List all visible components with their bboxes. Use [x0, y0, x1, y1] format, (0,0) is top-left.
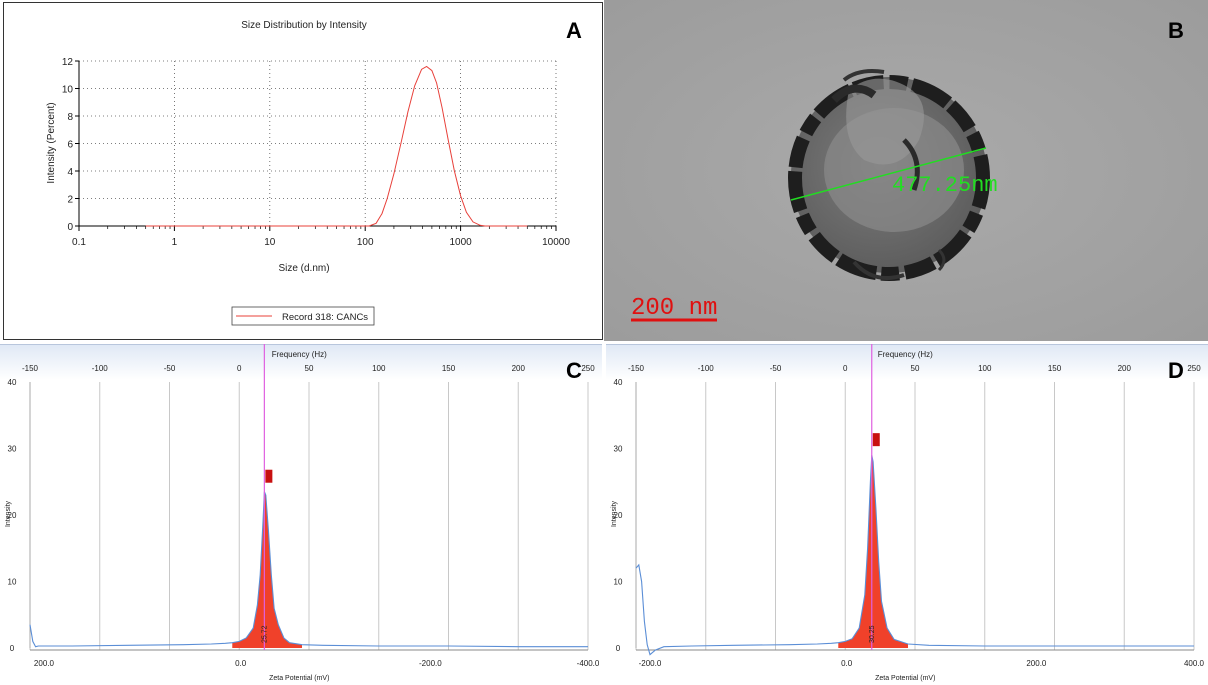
y-tick-label: 40	[8, 378, 17, 387]
y-tick-label: 30	[614, 445, 623, 454]
panel-a-size-distribution: Size Distribution by Intensity 0 2 4 6 8 10 12 0…	[3, 2, 603, 340]
top-tick-label: 150	[1048, 364, 1062, 373]
top-axis-label: Frequency (Hz)	[878, 350, 933, 359]
y-tick-label: 30	[8, 445, 17, 454]
y-tick-label: 6	[67, 140, 73, 151]
y-tick-label: 20	[614, 511, 623, 520]
bottom-tick-label: 0.0	[235, 659, 247, 668]
y-axis-label: Intensity	[5, 500, 12, 527]
top-axis-label: Frequency (Hz)	[272, 350, 327, 359]
top-tick-label: -100	[698, 364, 715, 373]
x-tick-label: 10000	[542, 237, 570, 248]
bottom-tick-label: 200.0	[34, 659, 55, 668]
bottom-tick-label: 400.0	[1184, 659, 1205, 668]
peak-fill	[232, 491, 303, 648]
bottom-tick-label: -400.0	[577, 659, 600, 668]
top-tick-label: 100	[372, 364, 386, 373]
top-tick-label: -50	[770, 364, 782, 373]
x-axis-label: Zeta Potential (mV)	[269, 675, 329, 682]
zeta-chart-c: Frequency (Hz)-150 -100 -50 0 50 100 150 200 250…	[0, 344, 602, 682]
top-tick-label: 100	[978, 364, 992, 373]
y-tick-label: 10	[614, 578, 623, 587]
scale-bar-label: 200 nm	[631, 295, 717, 322]
top-tick-label: -100	[92, 364, 109, 373]
measurement-label: 477.25nm	[892, 173, 998, 198]
chart-title: Size Distribution by Intensity	[241, 20, 367, 31]
x-axis-label: Size (d.nm)	[278, 263, 329, 274]
x-tick-label: 0.1	[72, 237, 86, 248]
x-tick-label: 100	[357, 237, 374, 248]
zeta-chart-d: Frequency (Hz)-150 -100 -50 0 50 100 150 200 250…	[606, 344, 1208, 682]
x-tick-label: 1	[172, 237, 178, 248]
top-tick-label: 50	[305, 364, 314, 373]
panel-b-tem-image: 477.25nm 200 nm	[604, 0, 1208, 341]
intensity-curve	[635, 455, 1194, 656]
y-tick-label: 0	[10, 644, 15, 653]
top-tick-label: 250	[1187, 364, 1201, 373]
top-tick-label: -50	[164, 364, 176, 373]
y-tick-label: 12	[62, 57, 74, 68]
y-tick-label: 20	[8, 511, 17, 520]
peak-value-label: 30.25	[869, 625, 876, 643]
y-axis-label: Intensity	[611, 500, 618, 527]
header-band	[606, 344, 1208, 380]
x-tick-label: 10	[264, 237, 276, 248]
peak-value-label: 25.72	[261, 625, 268, 643]
y-tick-label: 40	[614, 378, 623, 387]
y-tick-label: 0	[67, 222, 73, 233]
y-axis-label: Intensity (Percent)	[46, 102, 57, 183]
tem-micrograph: 477.25nm 200 nm	[604, 0, 1208, 341]
peak-fill	[838, 455, 909, 648]
nanoparticle	[788, 69, 990, 281]
top-tick-label: 250	[581, 364, 595, 373]
header-band	[0, 344, 602, 380]
measurement-line	[790, 147, 987, 201]
bottom-tick-label: -200.0	[639, 659, 662, 668]
size-distribution-chart: Size Distribution by Intensity 0 2 4 6 8 10 12 0…	[46, 20, 570, 326]
y-tick-label: 2	[67, 195, 73, 206]
top-tick-label: 200	[1118, 364, 1132, 373]
bottom-tick-label: 200.0	[1026, 659, 1047, 668]
y-tick-label: 10	[62, 85, 74, 96]
bottom-tick-label: -200.0	[419, 659, 442, 668]
y-tick-label: 10	[8, 578, 17, 587]
peak-marker	[265, 469, 273, 483]
intensity-curve	[29, 491, 588, 648]
series-line	[145, 65, 528, 227]
y-tick-label: 8	[67, 112, 73, 123]
peak-marker	[872, 433, 880, 447]
panel-c-zeta-potential: Frequency (Hz) -150 -100 -50 0 50 100 150 200 250…	[0, 344, 602, 685]
x-tick-label: 1000	[449, 237, 472, 248]
bottom-tick-label: 0.0	[841, 659, 853, 668]
legend-label: Record 318: CANCs	[282, 312, 368, 323]
x-axis-label: Zeta Potential (mV)	[875, 675, 935, 682]
y-tick-label: 4	[67, 167, 73, 178]
top-tick-label: 50	[911, 364, 920, 373]
legend-box	[231, 306, 375, 326]
top-tick-label: -150	[628, 364, 645, 373]
y-tick-label: 0	[616, 644, 621, 653]
top-tick-label: 200	[512, 364, 526, 373]
panel-d-zeta-potential: Frequency (Hz) -150 -100 -50 0 50 100 150 200 250…	[606, 344, 1208, 685]
top-tick-label: 0	[843, 364, 848, 373]
top-tick-label: 0	[237, 364, 242, 373]
top-tick-label: 150	[442, 364, 456, 373]
top-tick-label: -150	[22, 364, 39, 373]
